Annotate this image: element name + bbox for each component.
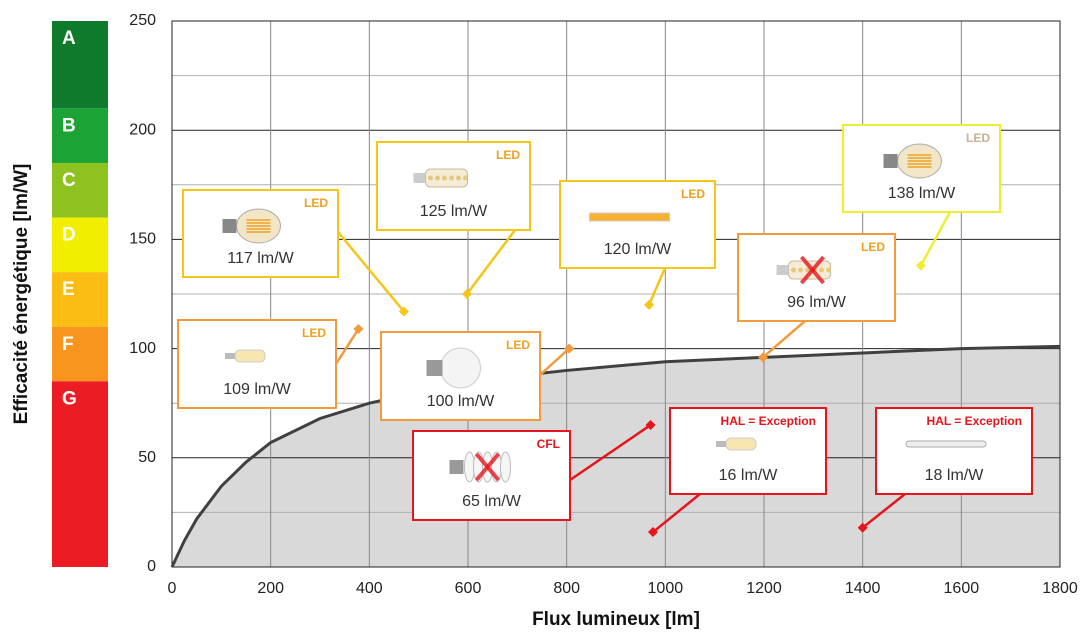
capsule-pins (225, 353, 235, 359)
corn-base (414, 173, 426, 183)
led-dot (435, 176, 440, 181)
product-tag: CFL (537, 437, 560, 451)
cfl-coil (501, 452, 511, 482)
class-label: F (62, 334, 74, 355)
product-tag: LED (966, 131, 990, 145)
product-value: 117 lm/W (227, 250, 294, 267)
class-label: D (62, 225, 76, 246)
product-tag: HAL = Exception (927, 414, 1022, 428)
product-value: 138 lm/W (888, 185, 956, 202)
abulb-glass (441, 348, 481, 388)
product-tag: LED (496, 148, 520, 162)
x-axis-title: Flux lumineux [lm] (532, 609, 700, 630)
x-tick-label: 1600 (944, 580, 980, 597)
product-tag: HAL = Exception (721, 414, 816, 428)
product-value: 109 lm/W (223, 381, 291, 398)
cfl-base (450, 460, 464, 474)
led-dot (456, 176, 461, 181)
x-tick-label: 0 (168, 580, 177, 597)
product-value: 18 lm/W (925, 467, 985, 484)
x-tick-label: 200 (257, 580, 284, 597)
product-tag: LED (304, 196, 328, 210)
stick-body (590, 213, 670, 221)
led-dot (442, 176, 447, 181)
capsule-body (726, 438, 756, 450)
class-band (52, 272, 108, 327)
product-tag: LED (861, 240, 885, 254)
class-band (52, 163, 108, 218)
x-tick-label: 600 (455, 580, 482, 597)
y-tick-label: 200 (129, 121, 156, 138)
product-value: 120 lm/W (604, 241, 672, 258)
led-dot (791, 268, 796, 273)
led-dot (826, 268, 831, 273)
class-label: C (62, 170, 76, 191)
product-tag: LED (302, 326, 326, 340)
product-icon (590, 213, 670, 221)
product-value: 96 lm/W (787, 294, 847, 311)
product-value: 100 lm/W (427, 393, 495, 410)
x-tick-label: 800 (553, 580, 580, 597)
y-tick-label: 150 (129, 231, 156, 248)
abulb-base (427, 360, 443, 376)
product-value: 16 lm/W (719, 467, 779, 484)
led-dot (463, 176, 468, 181)
class-label: B (62, 115, 76, 136)
led-dot (449, 176, 454, 181)
class-band (52, 218, 108, 273)
capsule-body (235, 350, 265, 362)
y-axis-title: Efficacité énergétique [lm/W] (11, 164, 32, 425)
class-band (52, 108, 108, 163)
halo-body (906, 441, 986, 447)
class-label: A (62, 28, 76, 49)
y-tick-label: 250 (129, 12, 156, 29)
led-dot (428, 176, 433, 181)
bulb-base (223, 219, 237, 233)
product-value: 65 lm/W (462, 493, 522, 510)
chart: Flux lumineux [lm] Efficacité énergétiqu… (0, 0, 1091, 635)
product-tag: LED (681, 187, 705, 201)
product-tag: LED (506, 338, 530, 352)
product-icon (906, 441, 986, 447)
product-value: 125 lm/W (420, 203, 488, 220)
class-label: G (62, 388, 77, 409)
class-band (52, 21, 108, 108)
led-dot (819, 268, 824, 273)
y-tick-label: 0 (147, 558, 156, 575)
x-tick-label: 1000 (648, 580, 684, 597)
y-tick-label: 100 (129, 340, 156, 357)
class-band (52, 327, 108, 382)
capsule-pins (716, 441, 726, 447)
x-tick-label: 1400 (845, 580, 881, 597)
x-tick-label: 1200 (746, 580, 782, 597)
x-tick-label: 1800 (1042, 580, 1078, 597)
class-label: E (62, 279, 75, 300)
led-dot (798, 268, 803, 273)
bulb-base (884, 154, 898, 168)
corn-base (777, 265, 789, 275)
y-tick-label: 50 (138, 449, 156, 466)
x-tick-label: 400 (356, 580, 383, 597)
class-band (52, 381, 108, 567)
